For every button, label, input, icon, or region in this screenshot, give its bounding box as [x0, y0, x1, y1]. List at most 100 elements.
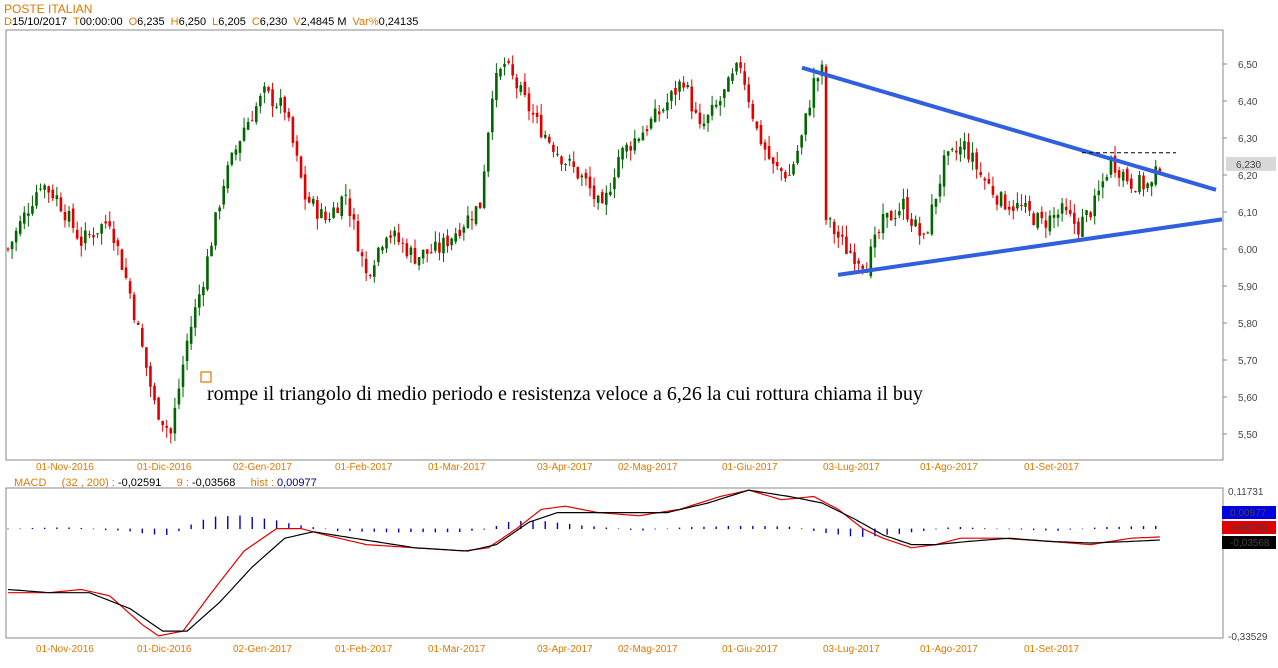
macd-line	[8, 489, 1160, 637]
candle-body	[393, 230, 396, 237]
candle-body	[43, 185, 46, 190]
candle-body	[1158, 168, 1162, 173]
candle-body	[588, 176, 592, 189]
candle-body	[1044, 220, 1048, 228]
candle-body	[824, 66, 828, 221]
candle-body	[657, 111, 661, 115]
candle-body	[979, 172, 983, 175]
candle-body	[413, 247, 417, 264]
candle-body	[849, 250, 852, 253]
candle-body	[718, 101, 722, 106]
candle-body	[560, 156, 563, 165]
candle-body	[1048, 215, 1052, 232]
candle-body	[474, 206, 478, 224]
candle-body	[218, 207, 221, 212]
hist-label: hist :	[250, 477, 274, 489]
candle-body	[690, 86, 694, 112]
macd-y-tick-label: -0,33529	[1228, 632, 1268, 643]
candle-body	[320, 209, 323, 218]
candle-body	[572, 161, 576, 167]
info-key: C	[251, 16, 260, 28]
candle-body	[267, 87, 270, 91]
candle-body	[299, 156, 303, 178]
candle-body	[694, 109, 698, 113]
y-tick-label: 6,30	[1238, 134, 1258, 145]
candle-body	[295, 141, 299, 156]
candle-body	[250, 120, 254, 122]
candle-body	[877, 232, 881, 234]
candle-body	[112, 228, 116, 243]
candle-body	[767, 146, 771, 159]
signal-label: 9 :	[176, 477, 189, 489]
candle-body	[1020, 205, 1023, 207]
candle-body	[934, 198, 938, 207]
candle-body	[79, 236, 83, 246]
candle-body	[861, 265, 864, 269]
x-tick-label: 01-Feb-2017	[335, 644, 393, 655]
candle-body	[1073, 212, 1076, 224]
candle-body	[763, 142, 767, 150]
candle-body	[438, 242, 441, 253]
last-price-label: 6,230	[1236, 160, 1261, 171]
macd-value-tag	[1222, 521, 1276, 534]
candle-body	[51, 189, 55, 199]
candle-body	[104, 221, 107, 224]
macd-value-tag-label: -0,02591	[1230, 523, 1270, 534]
candle-body	[1105, 177, 1109, 181]
candle-body	[340, 196, 344, 217]
candle-body	[161, 421, 164, 426]
candle-body	[1134, 191, 1137, 193]
candle-body	[491, 98, 494, 133]
candle-body	[531, 112, 535, 115]
candle-body	[389, 235, 392, 238]
candle-body	[702, 123, 706, 127]
macd-value-tag-label: 0,00977	[1230, 508, 1267, 519]
candle-body	[629, 146, 633, 151]
candle-body	[637, 138, 641, 142]
candle-body	[604, 192, 608, 205]
candle-body	[385, 237, 388, 249]
x-tick-label: 01-Set-2017	[1024, 462, 1079, 473]
candle-body	[39, 188, 42, 190]
price-layer	[6, 55, 1223, 444]
macd-label: MACD	[14, 477, 47, 489]
candle-body	[1036, 213, 1040, 228]
candle-body	[548, 136, 551, 143]
candle-body	[189, 326, 193, 344]
candle-body	[421, 249, 425, 259]
x-tick-label: 01-Set-2017	[1024, 644, 1079, 655]
candle-body	[324, 211, 327, 221]
candle-body	[482, 171, 486, 208]
x-tick-label: 02-Gen-2017	[233, 644, 292, 655]
candle-body	[902, 198, 905, 210]
candle-body	[1085, 210, 1088, 215]
x-tick-label: 01-Mar-2017	[428, 644, 486, 655]
candle-body	[873, 234, 877, 248]
candle-body	[942, 155, 946, 187]
info-key: Var%	[352, 16, 379, 28]
candle-body	[617, 157, 620, 178]
macd-layer	[7, 489, 1160, 637]
candle-body	[950, 148, 954, 150]
candle-body	[470, 219, 474, 221]
candle-body	[946, 151, 950, 156]
candle-body	[515, 77, 519, 89]
chart-title: POSTE ITALIAN	[4, 2, 93, 16]
signal-line	[7, 489, 1160, 632]
candle-body	[955, 150, 958, 153]
candle-body	[1113, 155, 1117, 173]
candle-body	[727, 77, 730, 92]
candle-body	[120, 249, 124, 270]
info-key: D	[4, 16, 12, 28]
candle-body	[75, 229, 79, 239]
candle-body	[307, 196, 311, 203]
candle-body	[328, 218, 331, 220]
candle-body	[434, 241, 437, 251]
y-tick-label: 6,50	[1238, 60, 1258, 71]
candle-body	[828, 218, 832, 220]
candle-body	[723, 89, 726, 99]
candle-body	[926, 232, 930, 234]
candle-body	[352, 214, 356, 220]
x-tick-label: 03-Lug-2017	[823, 462, 880, 473]
